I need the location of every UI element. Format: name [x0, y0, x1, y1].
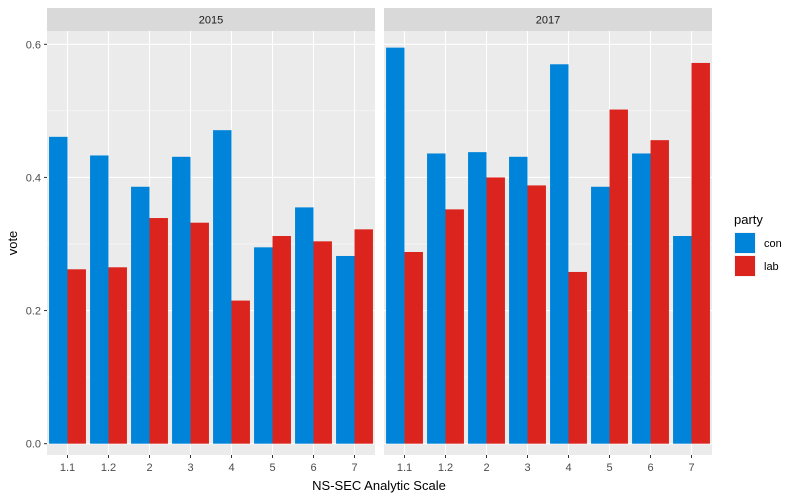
x-tick-label: 2 — [146, 462, 152, 474]
bar-2015-lab-5 — [272, 236, 291, 444]
x-tick-label: 1.1 — [397, 462, 412, 474]
bar-2015-lab-3 — [190, 222, 209, 444]
facet-strip-2017 — [384, 8, 712, 31]
x-tick-label: 7 — [351, 462, 357, 474]
bar-2017-con-6 — [632, 153, 651, 444]
bar-2017-con-1.1 — [386, 47, 405, 444]
x-tick-label: 4 — [228, 462, 234, 474]
facet-strip-2015 — [47, 8, 375, 31]
x-tick-label: 7 — [688, 462, 694, 474]
bar-2017-lab-1.1 — [404, 251, 423, 444]
bar-2015-lab-1.2 — [108, 267, 127, 444]
x-tick-label: 6 — [310, 462, 316, 474]
x-tick-label: 1.2 — [438, 462, 453, 474]
legend-title: party — [734, 212, 763, 227]
bar-2015-con-2 — [131, 186, 150, 444]
bar-2017-con-4 — [550, 64, 569, 444]
legend-entries: con lab — [734, 232, 782, 277]
bar-2015-lab-7 — [354, 229, 373, 444]
x-axis-2015: 1.1 1.2 2 3 4 5 6 7 — [60, 455, 358, 474]
bar-2015-con-7 — [336, 255, 355, 444]
bar-2017-lab-4 — [568, 271, 587, 444]
bar-2015-lab-1.1 — [67, 269, 86, 444]
y-tick-label: 0.6 — [26, 39, 41, 51]
bar-2015-lab-6 — [313, 241, 332, 444]
bar-2017-lab-6 — [650, 140, 669, 444]
bar-2015-con-4 — [213, 130, 232, 444]
x-tick-label: 1.2 — [101, 462, 116, 474]
bar-2017-lab-7 — [691, 62, 710, 444]
bar-2017-lab-2 — [486, 177, 505, 444]
legend-swatch-lab — [735, 256, 755, 276]
bars-2017 — [386, 47, 710, 444]
bar-2017-con-7 — [673, 236, 692, 444]
bar-2017-con-5 — [591, 186, 610, 444]
y-tick-label: 0.0 — [26, 439, 41, 451]
legend-label-con: con — [764, 238, 782, 250]
x-tick-label: 5 — [606, 462, 612, 474]
x-tick-label: 4 — [565, 462, 571, 474]
bar-2015-lab-2 — [149, 218, 168, 444]
x-tick-label: 6 — [647, 462, 653, 474]
facet-label-2015: 2015 — [199, 15, 223, 27]
y-tick-label: 0.2 — [26, 306, 41, 318]
bar-2015-con-1.1 — [49, 136, 68, 444]
bar-2015-con-3 — [172, 156, 191, 444]
x-tick-label: 1.1 — [60, 462, 75, 474]
x-tick-label: 3 — [187, 462, 193, 474]
y-axis-title: vote — [5, 231, 20, 256]
bar-2017-con-3 — [509, 156, 528, 444]
bar-2015-lab-4 — [231, 300, 250, 444]
x-tick-label: 5 — [269, 462, 275, 474]
legend-label-lab: lab — [764, 261, 779, 273]
facet-label-2017: 2017 — [536, 15, 560, 27]
bars-2015 — [49, 130, 373, 444]
bar-2017-con-2 — [468, 152, 487, 444]
bar-2017-lab-1.2 — [445, 209, 464, 444]
bar-2017-lab-3 — [527, 185, 546, 444]
y-tick-label: 0.4 — [26, 172, 41, 184]
bar-2017-con-1.2 — [427, 153, 446, 444]
x-tick-label: 3 — [524, 462, 530, 474]
bar-2015-con-6 — [295, 207, 314, 444]
bar-2017-lab-5 — [609, 109, 628, 444]
y-axis: 0.0 0.2 0.4 0.6 — [26, 39, 47, 451]
legend: party con lab — [734, 212, 782, 277]
x-axis-2017: 1.1 1.2 2 3 4 5 6 7 — [397, 455, 695, 474]
x-axis-title: NS-SEC Analytic Scale — [312, 478, 446, 493]
legend-swatch-con — [735, 233, 755, 253]
bar-2015-con-5 — [254, 247, 273, 444]
x-tick-label: 2 — [483, 462, 489, 474]
bar-2015-con-1.2 — [90, 155, 109, 444]
